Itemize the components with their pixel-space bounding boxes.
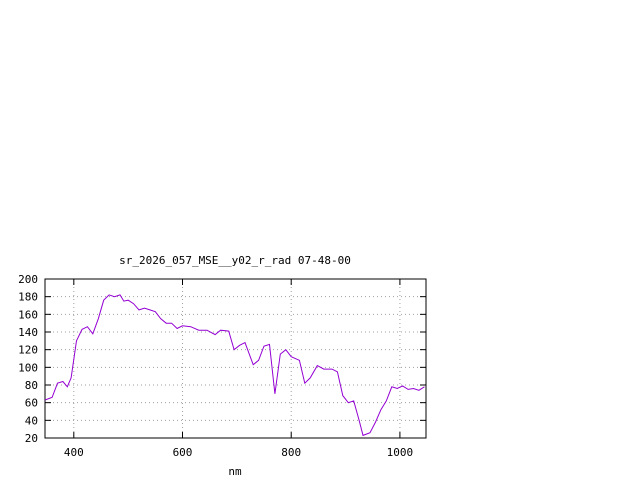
- chart-title: sr_2026_057_MSE__y02_r_rad 07-48-00: [119, 254, 351, 267]
- x-tick-label: 600: [173, 446, 193, 459]
- y-tick-label: 200: [18, 273, 38, 286]
- y-tick-label: 160: [18, 308, 38, 321]
- y-tick-label: 60: [25, 397, 38, 410]
- x-tick-label: 800: [281, 446, 301, 459]
- y-tick-label: 120: [18, 344, 38, 357]
- y-tick-label: 100: [18, 361, 38, 374]
- y-tick-label: 20: [25, 432, 38, 445]
- y-tick-label: 40: [25, 414, 38, 427]
- x-tick-label: 1000: [387, 446, 414, 459]
- y-tick-label: 180: [18, 291, 38, 304]
- data-line: [44, 294, 425, 437]
- plot-frame: [44, 278, 427, 439]
- y-tick-label: 80: [25, 379, 38, 392]
- x-axis-label: nm: [228, 465, 242, 478]
- y-tick-label: 140: [18, 326, 38, 339]
- x-tick-label: 400: [64, 446, 84, 459]
